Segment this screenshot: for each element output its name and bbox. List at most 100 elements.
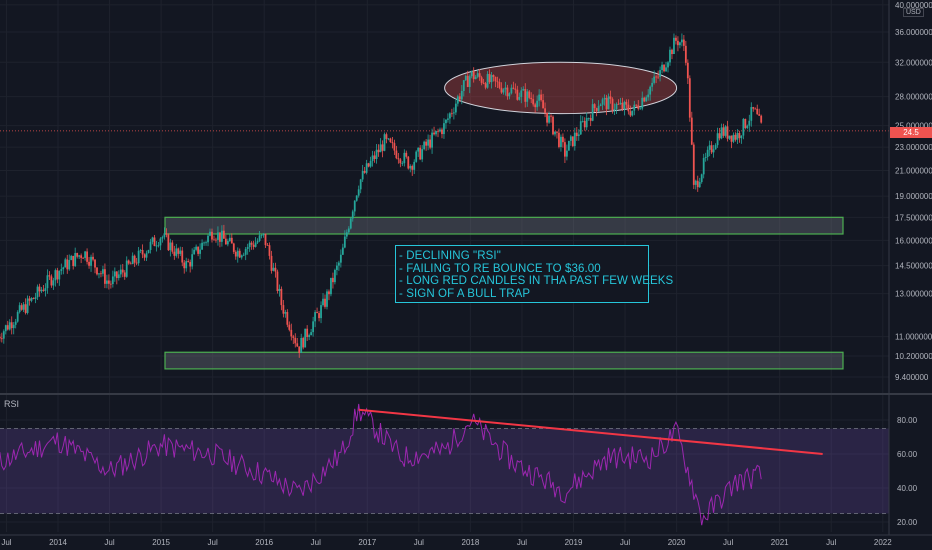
candle-body — [488, 73, 491, 83]
candle-body — [82, 257, 85, 259]
candle-body — [718, 133, 721, 139]
candle-body — [117, 274, 120, 279]
candle-body — [349, 218, 352, 229]
candle-body — [524, 89, 527, 102]
candle-body — [726, 126, 729, 139]
candle-body — [682, 39, 685, 46]
candle-body — [92, 256, 94, 260]
candle-body — [758, 114, 761, 116]
candle-body — [328, 291, 330, 295]
candle-body — [433, 132, 435, 135]
candle-body — [387, 138, 390, 140]
candle-body — [30, 297, 33, 301]
candle-body — [254, 242, 257, 247]
candle-body — [504, 87, 507, 90]
candle-body — [20, 305, 23, 310]
candle-body — [286, 312, 289, 325]
candle-body — [698, 181, 701, 188]
time-tick-label: Jul — [414, 538, 424, 547]
candle-body — [288, 324, 291, 330]
candle-body — [665, 67, 667, 72]
candle-body — [153, 237, 156, 247]
candle-body — [413, 161, 416, 170]
candle-body — [324, 298, 326, 307]
candle-body — [573, 132, 576, 147]
candle-body — [318, 313, 320, 319]
candle-body — [740, 135, 743, 139]
rsi-line — [0, 403, 762, 526]
candle-body — [201, 242, 203, 250]
candle-body — [462, 80, 465, 91]
candle-body — [460, 90, 463, 100]
candle-body — [78, 255, 81, 257]
time-tick-label: 2014 — [49, 538, 67, 547]
candle-body — [173, 251, 176, 256]
candle-body — [419, 147, 422, 160]
candle-body — [104, 269, 106, 284]
candle-body — [199, 249, 201, 254]
candle-body — [276, 271, 279, 291]
candle-body — [403, 152, 406, 164]
candle-body — [292, 336, 295, 338]
candle-body — [472, 71, 475, 80]
candle-body — [704, 156, 707, 158]
price-tick-label: 36.000000 — [895, 28, 932, 37]
candle-body — [268, 245, 271, 256]
candle-body — [143, 254, 146, 258]
candle-body — [466, 75, 469, 87]
candle-body — [306, 328, 309, 337]
candle-body — [334, 269, 336, 283]
candle-body — [593, 104, 596, 109]
candle-body — [12, 324, 15, 329]
candle-body — [619, 102, 622, 104]
note-line-4: - SIGN OF A BULL TRAP — [399, 287, 531, 300]
candle-body — [552, 116, 554, 135]
rsi-trendline — [358, 408, 823, 455]
candle-body — [171, 242, 174, 252]
candle-body — [478, 73, 481, 78]
candle-body — [526, 91, 529, 102]
candle-body — [379, 144, 382, 153]
candle-body — [748, 120, 751, 126]
candle-body — [159, 238, 162, 246]
candle-body — [86, 251, 88, 262]
candle-body — [381, 144, 384, 151]
candle-body — [391, 142, 394, 144]
candle-body — [696, 180, 699, 188]
candle-body — [375, 149, 378, 159]
candle-body — [18, 305, 21, 313]
candle-body — [651, 82, 654, 87]
candle-body — [246, 247, 249, 249]
rsi-band — [0, 428, 889, 514]
candle-body — [437, 130, 439, 132]
candle-body — [425, 141, 428, 146]
candle-body — [583, 120, 586, 128]
candle-body — [732, 134, 735, 142]
candle-body — [603, 97, 606, 100]
candle-body — [449, 113, 451, 119]
candle-body — [302, 337, 305, 348]
candle-body — [232, 243, 235, 252]
candle-body — [88, 261, 90, 266]
price-tick-label: 23.000000 — [895, 143, 932, 152]
candle-body — [649, 86, 652, 95]
candle-body — [571, 136, 574, 147]
candle-body — [441, 129, 443, 135]
time-tick-label: 2015 — [152, 538, 170, 547]
candle-body — [760, 115, 763, 123]
candle-body — [280, 288, 283, 306]
candle-body — [6, 325, 9, 330]
annotation-note[interactable]: - DECLINING "RSI" - FAILING TO RE BOUNCE… — [395, 245, 673, 303]
candle-body — [351, 211, 354, 219]
candle-body — [133, 255, 136, 263]
candle-body — [10, 322, 13, 329]
time-tick-label: Jul — [620, 538, 630, 547]
candle-body — [8, 322, 11, 330]
candle-body — [205, 242, 207, 244]
candle-body — [508, 93, 511, 97]
rsi-title: RSI — [4, 399, 20, 409]
time-tick-label: Jul — [1, 538, 11, 547]
candle-body — [659, 70, 661, 77]
candle-body — [657, 76, 659, 78]
